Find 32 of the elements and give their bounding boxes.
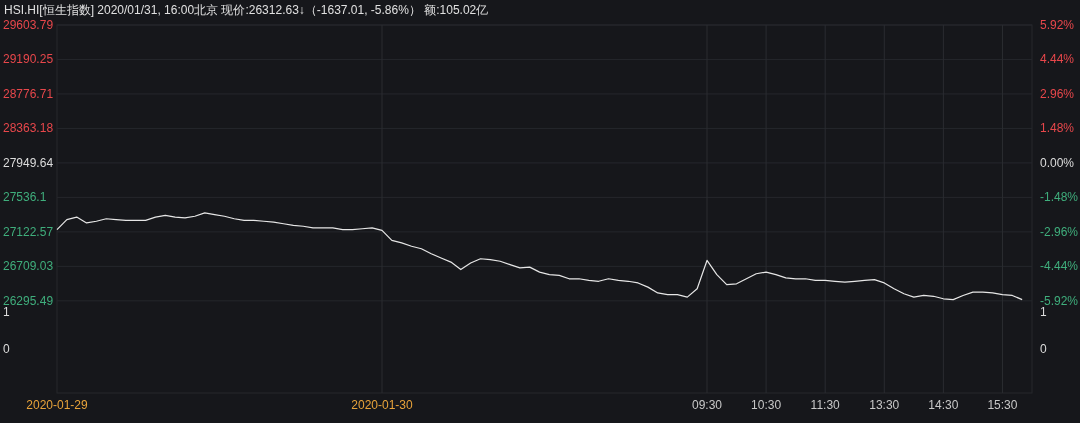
y2-tick-label: -1.48% bbox=[1040, 190, 1079, 205]
y-tick-label: 28776.71 bbox=[3, 86, 54, 101]
y2-tick-label: -5.92% bbox=[1040, 293, 1079, 308]
y-tick-label: 27122.57 bbox=[3, 224, 54, 239]
y-tick-label: 26295.49 bbox=[3, 293, 54, 308]
y2-tick-label: 0.00% bbox=[1040, 155, 1075, 170]
x-tick-label: 11:30 bbox=[810, 398, 841, 412]
y2-tick-label: 2.96% bbox=[1040, 86, 1075, 101]
text: 0 bbox=[1040, 342, 1047, 356]
text: 0 bbox=[3, 342, 10, 356]
text: 1 bbox=[3, 305, 10, 319]
x-tick-label: 10:30 bbox=[751, 398, 782, 412]
x-tick-label: 13:30 bbox=[869, 398, 900, 412]
chart-title: HSI.HI[恒生指数] 2020/01/31, 16:00北京 现价:26312.63↓（-1637.01, -5.86%） 额:105.02亿 bbox=[4, 3, 489, 17]
y2-tick-label: 5.92% bbox=[1040, 18, 1075, 32]
y-tick-label: 29190.25 bbox=[3, 52, 54, 67]
y-tick-label: 27536.1 bbox=[3, 190, 47, 205]
x-tick-label: 14:30 bbox=[928, 398, 959, 412]
y2-tick-label: -2.96% bbox=[1040, 224, 1079, 239]
y2-tick-label: 4.44% bbox=[1040, 52, 1075, 67]
x-tick-label: 09:30 bbox=[691, 398, 723, 412]
x-tick-label: 2020-01-29 bbox=[26, 398, 89, 412]
y-tick-label: 28363.18 bbox=[3, 121, 54, 136]
x-tick-label: 2020-01-30 bbox=[351, 398, 414, 412]
y-tick-label: 29603.79 bbox=[3, 18, 54, 32]
y-tick-label: 27949.64 bbox=[3, 155, 54, 170]
x-tick-label: 15:30 bbox=[987, 398, 1018, 412]
line-series bbox=[56, 212, 1023, 301]
y-tick-label: 26709.03 bbox=[3, 259, 54, 274]
y2-tick-label: 1.48% bbox=[1040, 121, 1075, 136]
text: 1 bbox=[1040, 305, 1047, 319]
y2-tick-label: -4.44% bbox=[1040, 259, 1079, 274]
